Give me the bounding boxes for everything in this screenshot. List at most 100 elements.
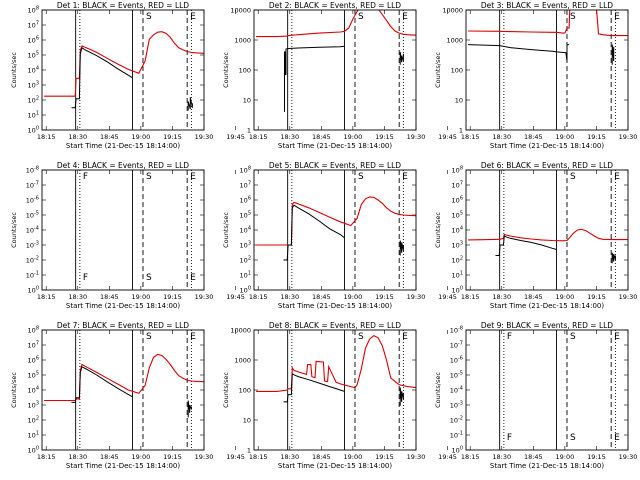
x-tick-label: 18:15	[249, 133, 268, 141]
marker-label: F	[83, 172, 88, 182]
chart-title: Det 6: BLACK = Events, RED = LLD	[481, 161, 613, 170]
x-tick-label: 19:30	[619, 293, 638, 301]
y-tick-label: 10000	[230, 327, 251, 335]
chart-panel: Det 2: BLACK = Events, RED = LLD 1 10 100 10…	[222, 1, 457, 150]
y-tick-label: 104	[240, 226, 251, 235]
chart-panel: Det 7: BLACK = Events, RED = LLD 100 101 10…	[10, 321, 245, 470]
y-axis-label: Counts/sec	[222, 372, 230, 408]
y-tick-label: 103	[240, 241, 251, 250]
chart-panel: Det 3: BLACK = Events, RED = LLD 1 10 100 10…	[434, 1, 637, 150]
events-series-line	[71, 366, 133, 403]
chart-panel: Det 8: BLACK = Events, RED = LLD 1 10 100 10…	[222, 321, 457, 470]
x-axis-label: Start Time (21-Dec-15 18:14:00)	[490, 462, 604, 470]
y-tick-label: 100	[28, 446, 39, 455]
events-series-line	[187, 400, 192, 418]
x-tick-label: 18:45	[524, 293, 543, 301]
y-tick-label: 108	[240, 166, 251, 175]
x-tick-label: 19:30	[195, 453, 214, 461]
chart-title: Det 2: BLACK = Events, RED = LLD	[269, 1, 401, 10]
plot-frame	[41, 329, 205, 451]
y-tick-label: 1	[247, 447, 251, 455]
x-tick-label: 18:15	[37, 293, 56, 301]
x-tick-label: 18:45	[312, 293, 331, 301]
y-tick-label: 1	[247, 127, 251, 135]
x-tick-label: 19:15	[163, 453, 182, 461]
lld-series-line	[44, 31, 204, 97]
y-tick-label: 100	[452, 286, 463, 295]
y-tick-label: 104	[28, 386, 39, 395]
y-tick-label: 1000	[234, 357, 251, 365]
marker-label: S	[146, 332, 152, 342]
y-tick-label: 10	[455, 97, 463, 105]
y-tick-label: 10-2	[26, 256, 39, 265]
y-tick-label: 108	[28, 326, 39, 335]
x-tick-label: 19:30	[407, 293, 426, 301]
y-axis-label: Counts/sec	[434, 52, 442, 88]
y-tick-label: 105	[452, 211, 463, 220]
events-series-line	[399, 240, 404, 256]
plot-frame	[253, 169, 417, 291]
x-tick-label: 18:30	[492, 133, 511, 141]
y-tick-label: 10000	[442, 7, 463, 15]
x-tick-label: 19:00	[132, 453, 151, 461]
chart-panel: Det 6: BLACK = Events, RED = LLD 100 101 10…	[434, 161, 638, 310]
x-tick-label: 18:30	[280, 293, 299, 301]
marker-label: E	[614, 332, 620, 342]
x-tick-label: 19:00	[556, 453, 575, 461]
y-tick-label: 106	[28, 356, 39, 365]
chart-title: Det 3: BLACK = Events, RED = LLD	[481, 1, 613, 10]
marker-label: E	[190, 273, 196, 283]
events-series-line	[187, 97, 193, 111]
x-tick-label: 19:30	[619, 453, 638, 461]
marker-label: E	[190, 12, 196, 22]
marker-label: E	[402, 172, 408, 182]
plot-frame	[253, 329, 417, 451]
events-series-line	[468, 44, 570, 62]
chart-title: Det 8: BLACK = Events, RED = LLD	[269, 321, 401, 330]
y-tick-label: 1000	[234, 37, 251, 45]
x-tick-label: 19:45	[438, 453, 457, 461]
y-tick-label: 104	[452, 226, 463, 235]
chart-title: Det 5: BLACK = Events, RED = LLD	[269, 161, 401, 170]
marker-label: S	[570, 12, 576, 22]
x-tick-label: 19:15	[375, 453, 394, 461]
y-tick-label: 100	[239, 67, 251, 75]
y-tick-label: 107	[28, 341, 39, 350]
events-series-line	[284, 45, 345, 112]
chart-title: Det 7: BLACK = Events, RED = LLD	[57, 321, 189, 330]
plot-frame	[41, 9, 205, 131]
x-tick-label: 18:45	[100, 133, 119, 141]
x-tick-label: 18:30	[68, 133, 87, 141]
x-tick-label: 18:30	[280, 133, 299, 141]
x-tick-label: 18:30	[492, 293, 511, 301]
x-tick-label: 18:15	[249, 293, 268, 301]
x-tick-label: 18:15	[461, 133, 480, 141]
y-tick-label: 100	[28, 286, 39, 295]
y-tick-label: 1000	[446, 37, 463, 45]
marker-label: S	[358, 332, 364, 342]
x-tick-label: 18:30	[492, 453, 511, 461]
y-axis-label: Counts/sec	[434, 372, 442, 408]
plot-frame	[253, 9, 417, 131]
x-axis-label: Start Time (21-Dec-15 18:14:00)	[490, 302, 604, 310]
x-tick-label: 19:30	[195, 133, 214, 141]
x-tick-label: 18:15	[37, 133, 56, 141]
y-tick-label: 10-7	[450, 341, 463, 350]
x-tick-label: 19:45	[226, 453, 245, 461]
y-tick-label: 100	[451, 67, 463, 75]
lld-series-line	[468, 228, 628, 242]
events-series-line	[71, 47, 133, 109]
x-tick-label: 18:45	[312, 133, 331, 141]
y-tick-label: 10-7	[26, 181, 39, 190]
x-axis-label: Start Time (21-Dec-15 18:14:00)	[490, 142, 604, 150]
chart-title: Det 1: BLACK = Events, RED = LLD	[57, 1, 189, 10]
x-tick-label: 18:45	[524, 453, 543, 461]
marker-label: S	[358, 172, 364, 182]
chart-title: Det 9: BLACK = Events, RED = LLD	[481, 321, 613, 330]
y-tick-label: 105	[28, 51, 39, 60]
events-series-line	[495, 235, 557, 256]
y-tick-label: 100	[28, 126, 39, 135]
y-axis-label: Counts/sec	[222, 52, 230, 88]
x-tick-label: 18:45	[100, 453, 119, 461]
